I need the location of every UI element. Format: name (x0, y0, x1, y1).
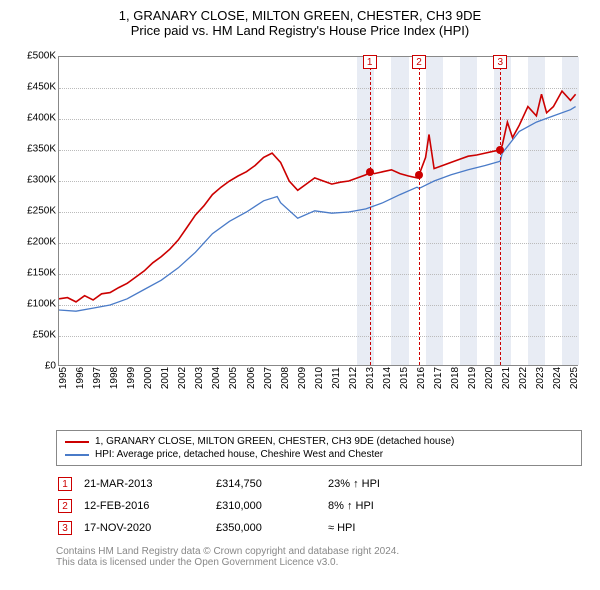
table-row: 1 21-MAR-2013£314,75023% ↑ HPI (58, 474, 390, 494)
event-price: £314,750 (216, 474, 326, 494)
x-axis-label: 2002 (177, 367, 188, 389)
x-axis-label: 2014 (382, 367, 393, 389)
x-axis-label: 2009 (297, 367, 308, 389)
event-dot (496, 146, 504, 154)
footnote-line-2: This data is licensed under the Open Gov… (56, 557, 582, 568)
footnote-line-1: Contains HM Land Registry data © Crown c… (56, 546, 582, 557)
chart-container: 1 2 3 £0 £50K £100K £150K £200K £250K £300K £350K… (10, 46, 590, 426)
x-axis-label: 2008 (280, 367, 291, 389)
x-axis-label: 2024 (552, 367, 563, 389)
x-axis-label: 2019 (467, 367, 478, 389)
table-row: 2 12-FEB-2016£310,0008% ↑ HPI (58, 496, 390, 516)
x-axis-label: 2011 (331, 367, 342, 389)
y-axis-label: £0 (12, 361, 56, 372)
series-property (59, 91, 576, 302)
chart-plot-area: 1 2 3 (58, 56, 578, 366)
x-axis-label: 2015 (399, 367, 410, 389)
event-dot (366, 168, 374, 176)
legend-item: 1, GRANARY CLOSE, MILTON GREEN, CHESTER,… (65, 435, 573, 448)
legend-swatch (65, 454, 89, 456)
x-axis-label: 2012 (348, 367, 359, 389)
event-line (370, 57, 371, 365)
event-marker: 3 (493, 55, 507, 69)
y-axis-label: £150K (12, 268, 56, 279)
event-price: £310,000 (216, 496, 326, 516)
events-table: 1 21-MAR-2013£314,75023% ↑ HPI 2 12-FEB-201… (56, 472, 392, 540)
legend-label: 1, GRANARY CLOSE, MILTON GREEN, CHESTER,… (95, 436, 454, 447)
x-axis-label: 2007 (263, 367, 274, 389)
event-number: 3 (58, 521, 72, 535)
legend-swatch (65, 441, 89, 443)
x-axis-label: 2017 (433, 367, 444, 389)
x-axis-label: 2013 (365, 367, 376, 389)
legend-item: HPI: Average price, detached house, Ches… (65, 448, 573, 461)
event-line (419, 57, 420, 365)
x-axis-label: 2005 (228, 367, 239, 389)
y-axis-label: £300K (12, 175, 56, 186)
event-line (500, 57, 501, 365)
event-price: £350,000 (216, 518, 326, 538)
x-axis-label: 2000 (143, 367, 154, 389)
x-axis-label: 2022 (518, 367, 529, 389)
chart-title-block: 1, GRANARY CLOSE, MILTON GREEN, CHESTER,… (8, 8, 592, 38)
x-axis-label: 2025 (569, 367, 580, 389)
event-dot (415, 171, 423, 179)
y-axis-label: £400K (12, 113, 56, 124)
y-axis-label: £200K (12, 237, 56, 248)
table-row: 3 17-NOV-2020£350,000≈ HPI (58, 518, 390, 538)
event-date: 21-MAR-2013 (84, 474, 214, 494)
x-axis-label: 2021 (501, 367, 512, 389)
event-delta: ≈ HPI (328, 518, 390, 538)
x-axis-label: 2003 (194, 367, 205, 389)
event-date: 12-FEB-2016 (84, 496, 214, 516)
event-marker: 2 (412, 55, 426, 69)
y-axis-label: £100K (12, 299, 56, 310)
x-axis-label: 2016 (416, 367, 427, 389)
x-axis-label: 2023 (535, 367, 546, 389)
y-axis-label: £350K (12, 144, 56, 155)
series-hpi (59, 107, 576, 312)
x-axis-label: 2001 (160, 367, 171, 389)
y-axis-label: £450K (12, 82, 56, 93)
event-date: 17-NOV-2020 (84, 518, 214, 538)
x-axis-label: 2018 (450, 367, 461, 389)
y-axis-label: £50K (12, 330, 56, 341)
event-delta: 23% ↑ HPI (328, 474, 390, 494)
legend: 1, GRANARY CLOSE, MILTON GREEN, CHESTER,… (56, 430, 582, 466)
y-axis-label: £500K (12, 51, 56, 62)
event-marker: 1 (363, 55, 377, 69)
title-line-1: 1, GRANARY CLOSE, MILTON GREEN, CHESTER,… (8, 8, 592, 23)
x-axis-label: 2020 (484, 367, 495, 389)
event-number: 1 (58, 477, 72, 491)
x-axis-label: 2006 (246, 367, 257, 389)
x-axis-label: 1995 (58, 367, 69, 389)
x-axis-label: 1998 (109, 367, 120, 389)
x-axis-label: 1996 (75, 367, 86, 389)
x-axis-label: 1999 (126, 367, 137, 389)
footnote: Contains HM Land Registry data © Crown c… (56, 546, 582, 568)
title-line-2: Price paid vs. HM Land Registry's House … (8, 23, 592, 38)
y-axis-label: £250K (12, 206, 56, 217)
x-axis-label: 1997 (92, 367, 103, 389)
event-delta: 8% ↑ HPI (328, 496, 390, 516)
x-axis-label: 2004 (211, 367, 222, 389)
event-number: 2 (58, 499, 72, 513)
legend-label: HPI: Average price, detached house, Ches… (95, 449, 383, 460)
x-axis-label: 2010 (314, 367, 325, 389)
